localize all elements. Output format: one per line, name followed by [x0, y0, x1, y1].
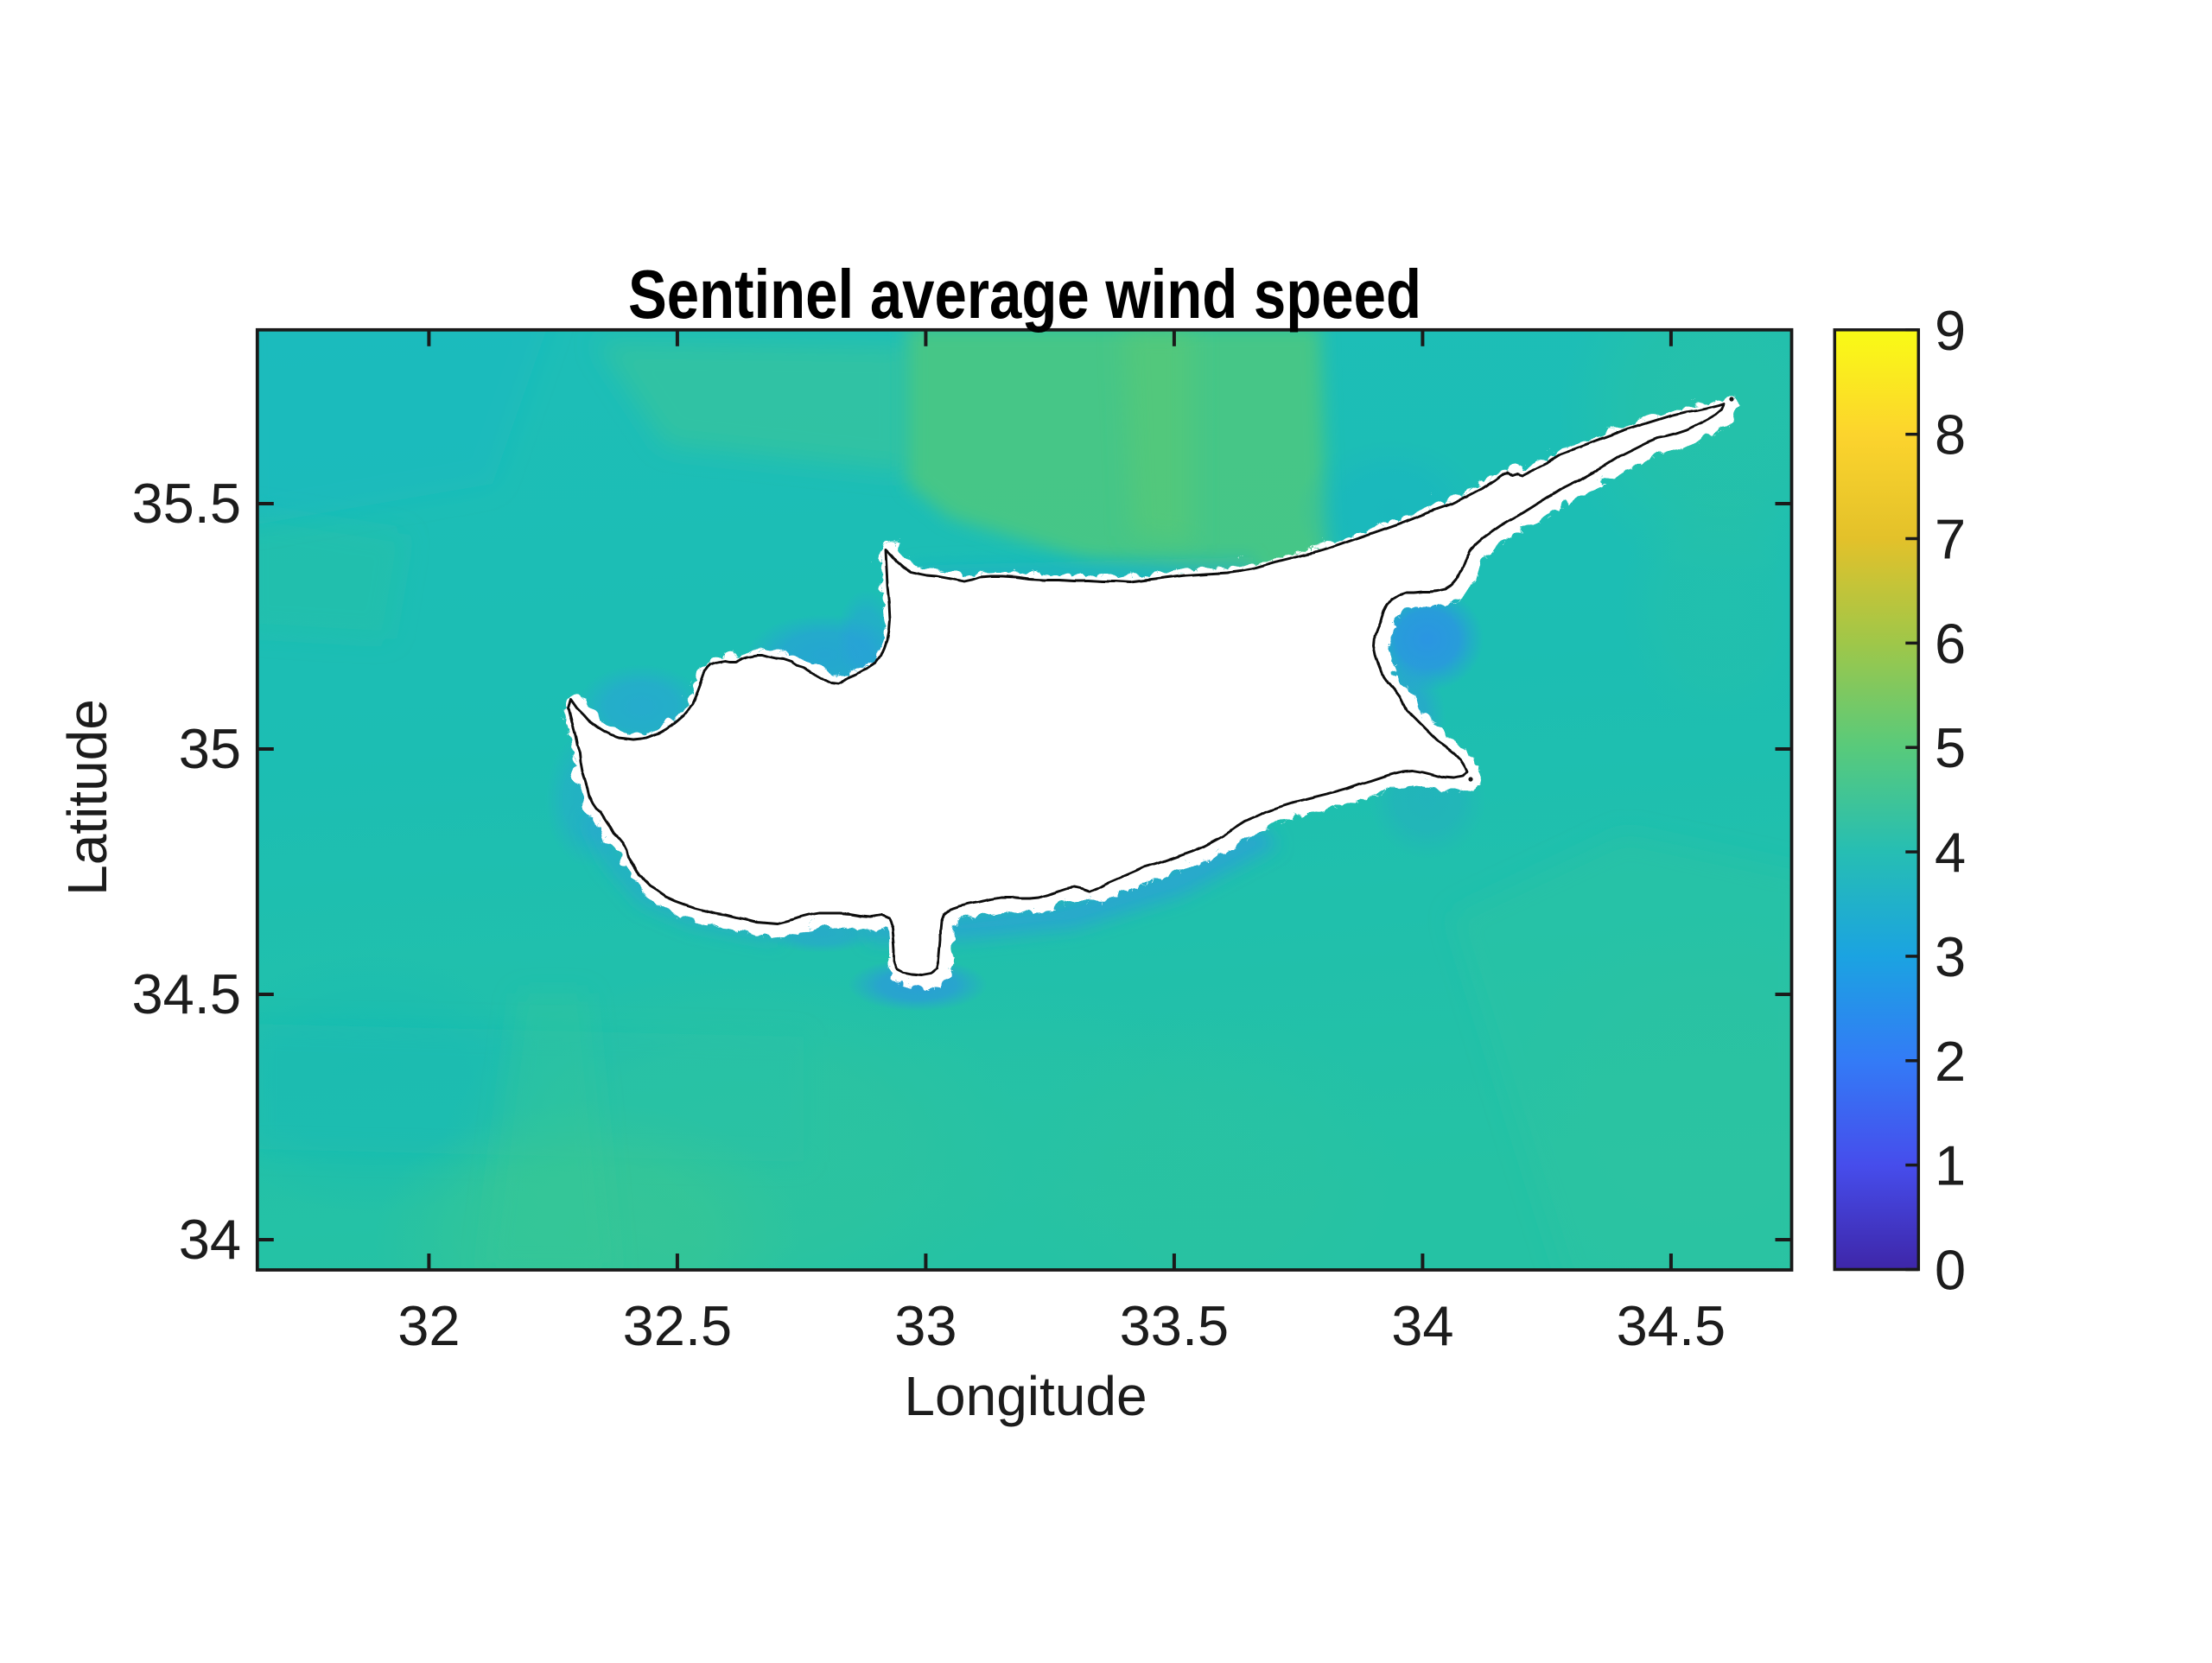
svg-text:34.5: 34.5: [1617, 1294, 1726, 1357]
svg-text:6: 6: [1935, 612, 1966, 675]
svg-text:9: 9: [1935, 299, 1966, 362]
svg-text:7: 7: [1935, 508, 1966, 571]
svg-text:33.5: 33.5: [1120, 1294, 1230, 1357]
svg-text:35: 35: [179, 717, 241, 780]
svg-text:32.5: 32.5: [623, 1294, 733, 1357]
svg-text:35.5: 35.5: [131, 472, 241, 535]
svg-text:32: 32: [397, 1294, 460, 1357]
svg-text:Latitude: Latitude: [56, 699, 118, 896]
svg-text:1: 1: [1935, 1134, 1966, 1197]
svg-text:34: 34: [1391, 1294, 1453, 1357]
svg-text:Longitude: Longitude: [904, 1365, 1147, 1427]
svg-text:2: 2: [1935, 1030, 1966, 1093]
svg-text:8: 8: [1935, 403, 1966, 467]
svg-text:34: 34: [179, 1208, 241, 1271]
svg-text:Sentinel average wind speed: Sentinel average wind speed: [628, 256, 1421, 333]
svg-text:3: 3: [1935, 925, 1966, 988]
svg-text:0: 0: [1935, 1239, 1966, 1302]
svg-text:34.5: 34.5: [131, 962, 241, 1025]
svg-text:5: 5: [1935, 716, 1966, 779]
svg-text:33: 33: [894, 1294, 957, 1357]
svg-text:4: 4: [1935, 821, 1966, 884]
